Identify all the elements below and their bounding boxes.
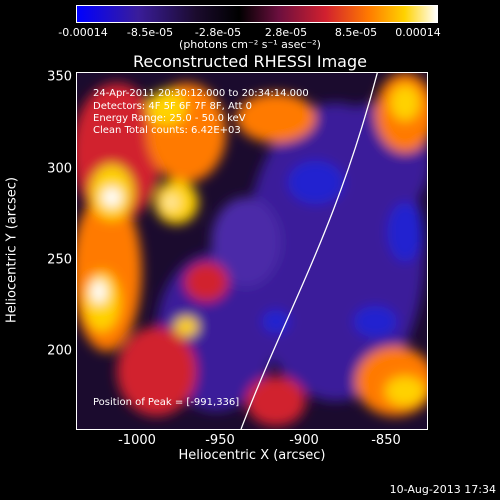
x-tick-label: -950 <box>205 433 235 448</box>
y-tick-label: 350 <box>47 69 72 85</box>
colorbar-tick: 0.00014 <box>395 26 441 39</box>
info-total-counts: Clean Total counts: 6.42E+03 <box>93 125 241 136</box>
rhessi-image <box>77 73 427 429</box>
y-axis-label: Heliocentric Y (arcsec) <box>4 177 20 323</box>
x-tick-label: -900 <box>289 433 319 448</box>
info-time-range: 24-Apr-2011 20:30:12.000 to 20:34:14.000 <box>93 88 309 99</box>
solar-limb-line <box>240 73 378 429</box>
colorbar <box>76 5 438 23</box>
colorbar-tick: 8.5e-05 <box>334 26 378 39</box>
peak-position: Position of Peak = [-991,336] <box>93 397 240 408</box>
info-detectors: Detectors: 4F 5F 6F 7F 8F, Att 0 <box>93 101 253 112</box>
colorbar-unit-label: (photons cm⁻² s⁻¹ asec⁻²) <box>179 38 321 51</box>
x-tick-label: -1000 <box>118 433 156 448</box>
y-tick-label: 200 <box>47 343 72 359</box>
colorbar-tick: -0.00014 <box>58 26 108 39</box>
y-tick-label: 250 <box>47 252 72 268</box>
y-tick-label: 300 <box>47 161 72 177</box>
x-axis-label: Heliocentric X (arcsec) <box>178 448 326 463</box>
image-map <box>76 72 428 430</box>
colorbar-tick: 2.8e-05 <box>264 26 308 39</box>
render-timestamp: 10-Aug-2013 17:34 <box>389 483 496 496</box>
info-energy-range: Energy Range: 25.0 - 50.0 keV <box>93 113 246 124</box>
plot-title: Reconstructed RHESSI Image <box>133 52 367 71</box>
colorbar-tick: -2.8e-05 <box>194 26 242 39</box>
colorbar-tick: -8.5e-05 <box>126 26 174 39</box>
x-tick-label: -850 <box>371 433 401 448</box>
